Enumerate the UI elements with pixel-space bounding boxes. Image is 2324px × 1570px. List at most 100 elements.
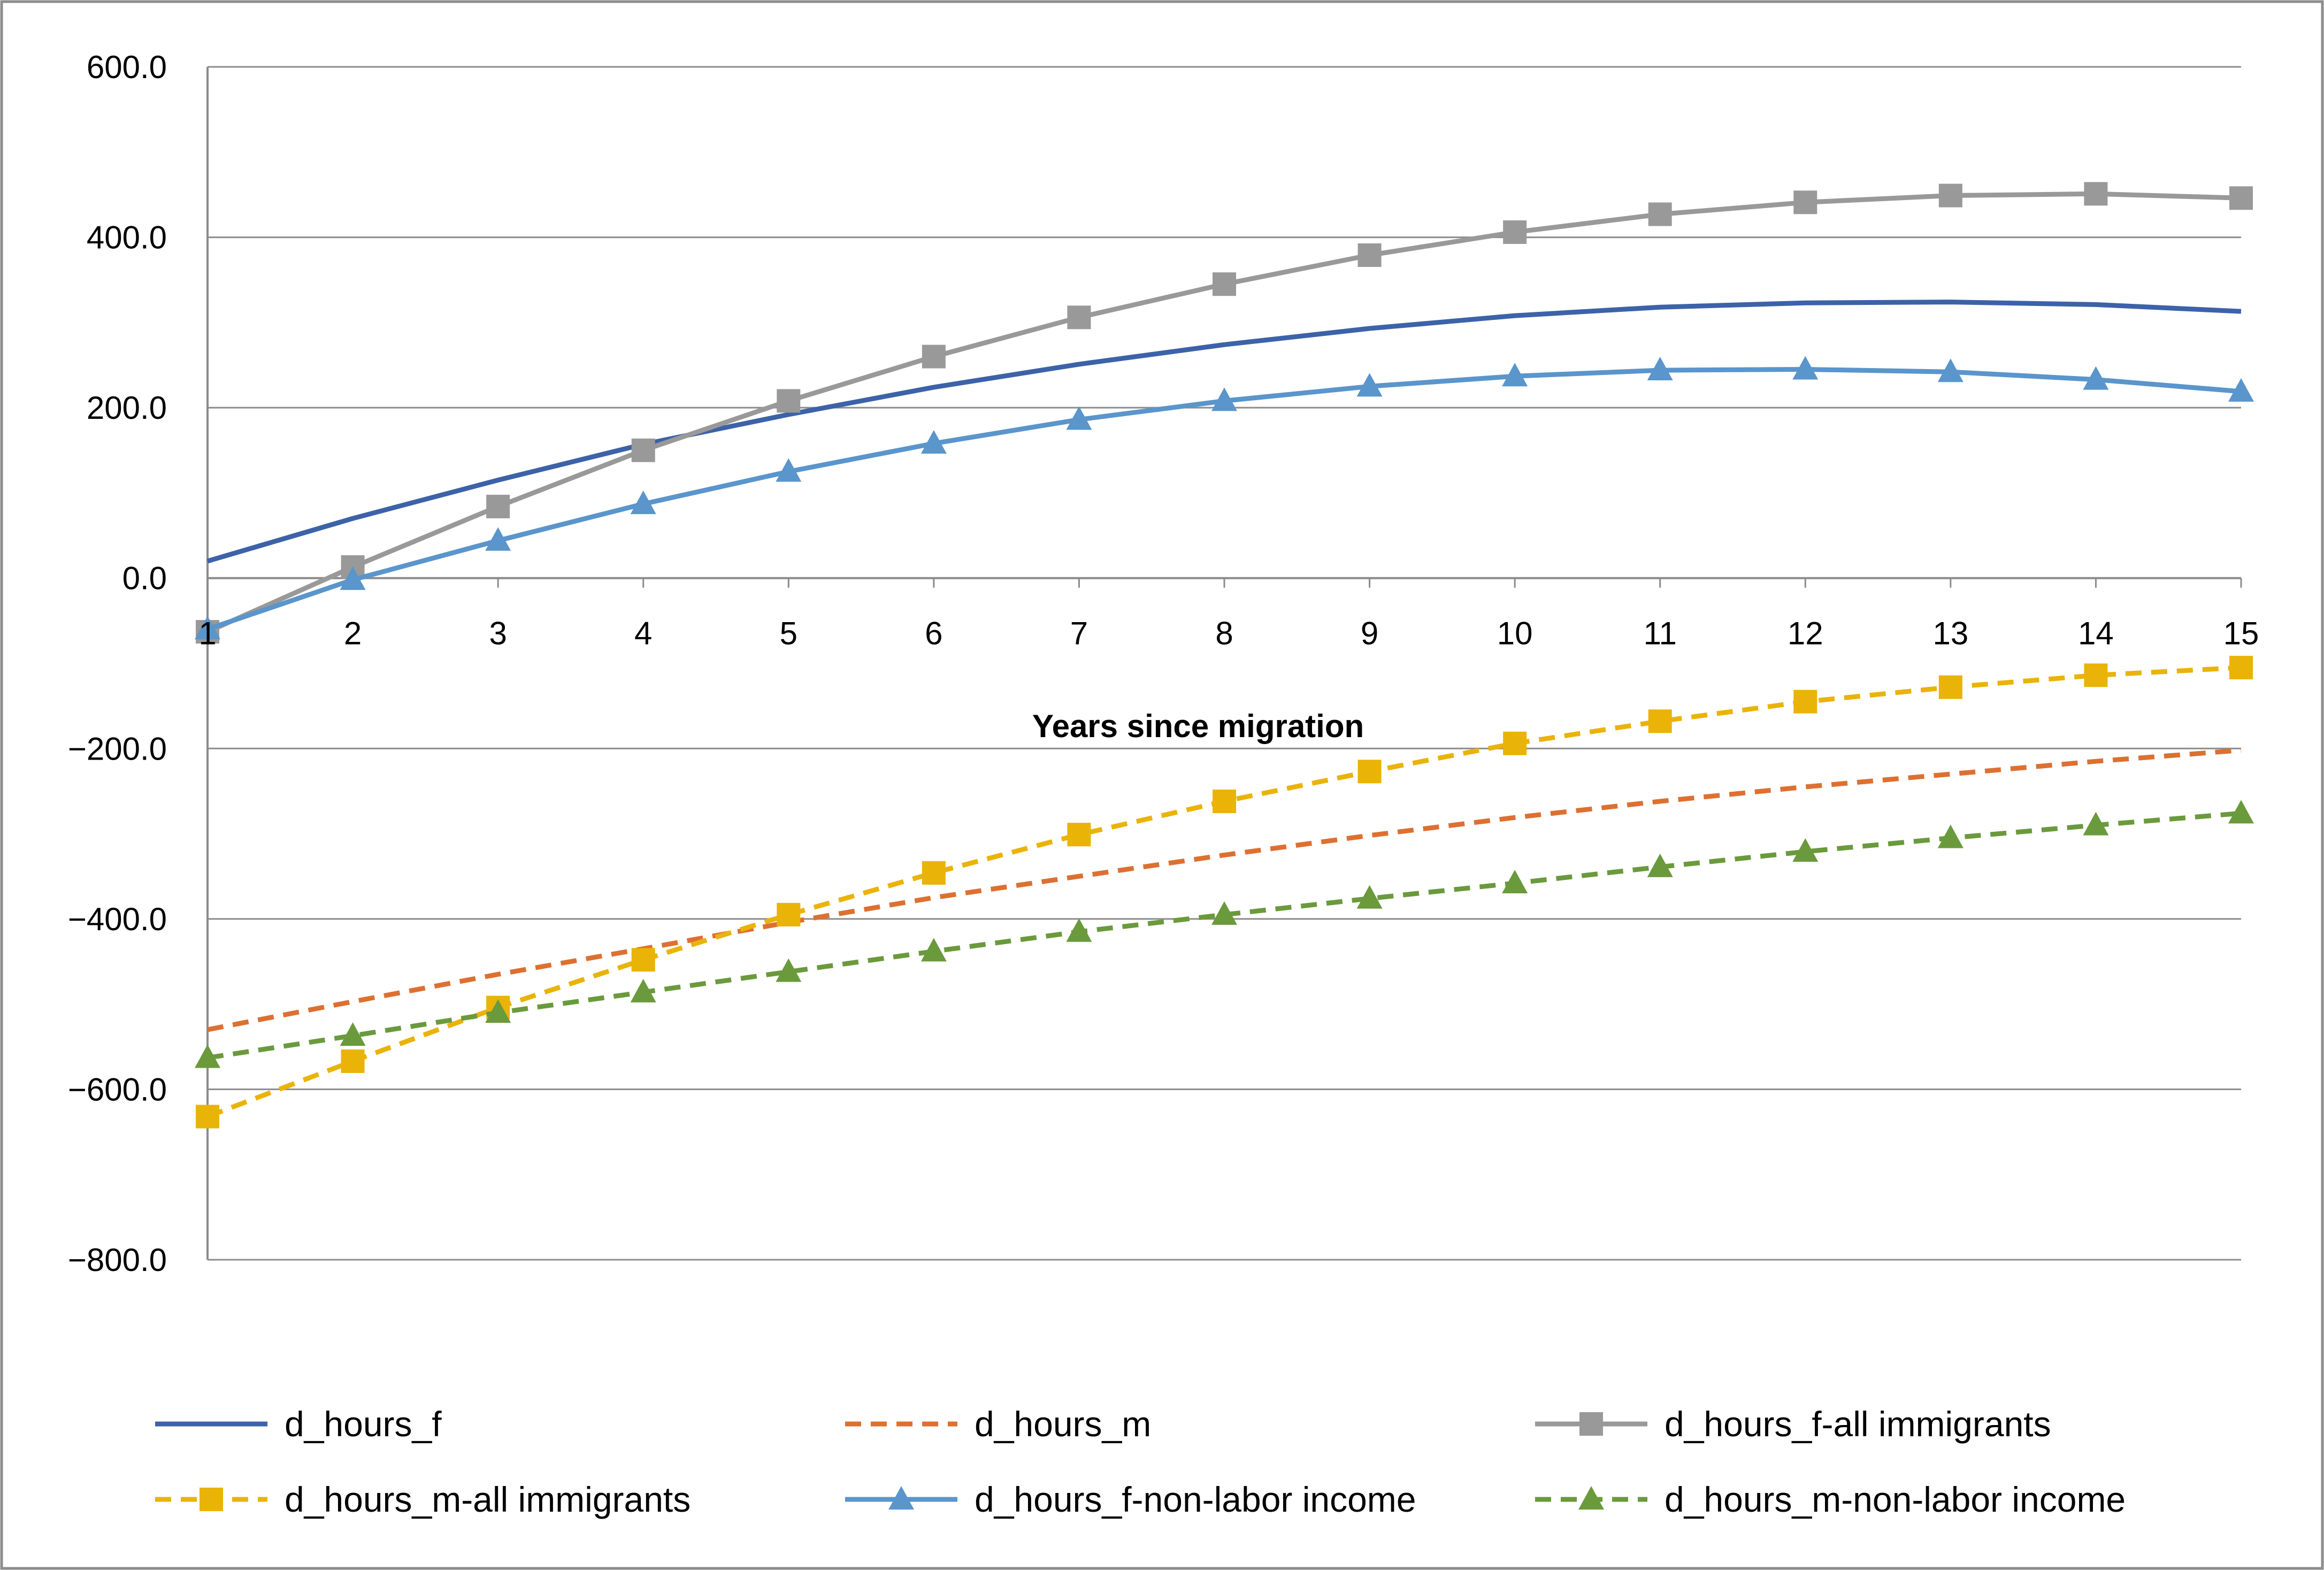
data-point — [630, 491, 656, 515]
legend-item: d_hours_f-non-labor income — [845, 1480, 1416, 1519]
x-tick-label: 12 — [1788, 616, 1823, 652]
data-point — [1792, 838, 1819, 862]
data-point — [631, 438, 655, 462]
data-point — [486, 494, 510, 518]
x-tick-label: 1 — [198, 616, 216, 652]
series-2 — [207, 748, 2242, 1032]
data-point — [921, 430, 947, 454]
data-point — [922, 344, 946, 369]
legend-marker — [888, 1486, 914, 1510]
data-point — [631, 948, 655, 972]
legend-label: d_hours_f-non-labor income — [975, 1480, 1416, 1519]
data-point — [1213, 272, 1236, 296]
y-tick-label: −200.0 — [68, 731, 167, 767]
data-point — [1503, 220, 1527, 244]
data-point — [1793, 690, 1817, 714]
data-point — [2083, 366, 2109, 390]
data-point — [340, 1022, 366, 1046]
x-tick-label: 4 — [634, 616, 652, 652]
series-4 — [196, 655, 2253, 1129]
data-point — [1938, 183, 1962, 208]
data-point — [1647, 853, 1673, 877]
y-tick-label: 600.0 — [87, 49, 167, 85]
x-tick-label: 6 — [925, 616, 942, 652]
series-line — [207, 748, 2242, 1032]
data-point — [777, 902, 801, 926]
data-point — [485, 527, 511, 551]
legend-label: d_hours_m — [975, 1404, 1151, 1444]
data-point — [1213, 790, 1236, 814]
data-point — [341, 1049, 365, 1073]
data-point — [776, 458, 802, 482]
x-tick-label: 10 — [1497, 616, 1533, 652]
data-point — [485, 999, 511, 1023]
legend-marker — [1579, 1412, 1603, 1436]
y-tick-label: 400.0 — [87, 220, 167, 256]
legend-item: d_hours_f — [155, 1404, 442, 1444]
y-tick-label: 0.0 — [122, 561, 167, 596]
data-point — [1357, 760, 1382, 784]
data-point — [1648, 709, 1672, 733]
legend-label: d_hours_f-all immigrants — [1665, 1404, 2051, 1444]
data-point — [2084, 663, 2108, 687]
data-point — [921, 938, 947, 962]
data-point — [1067, 305, 1091, 330]
data-point — [1647, 357, 1673, 381]
y-tick-label: −600.0 — [68, 1071, 167, 1107]
data-point — [1356, 885, 1383, 909]
x-tick-label: 11 — [1644, 616, 1677, 652]
tick-labels: 600.0 400.0 200.0 0.0 −200.0 −400.0 −600.0 −800… — [68, 49, 2259, 1278]
data-point — [1792, 356, 1819, 380]
data-point — [1937, 824, 1963, 848]
data-point — [776, 958, 802, 982]
series-1 — [206, 300, 2242, 564]
series-group — [195, 182, 2254, 1129]
data-point — [1066, 918, 1092, 942]
x-tick-label: 9 — [1361, 616, 1378, 652]
data-point — [1211, 387, 1237, 411]
data-point — [1503, 731, 1527, 755]
data-point — [1211, 901, 1237, 925]
y-tick-label: 200.0 — [87, 390, 167, 426]
data-point — [2084, 182, 2108, 206]
x-tick-label: 8 — [1215, 616, 1233, 652]
data-point — [195, 616, 220, 640]
data-point — [2228, 800, 2254, 824]
y-tick-label: −800.0 — [68, 1242, 167, 1278]
data-point — [196, 1105, 219, 1129]
series-3 — [196, 182, 2253, 644]
data-point — [2083, 811, 2109, 836]
data-point — [1067, 823, 1091, 847]
data-point — [2229, 186, 2253, 210]
legend-label: d_hours_f — [285, 1404, 442, 1444]
x-tick-label: 13 — [1932, 616, 1968, 652]
data-point — [1357, 243, 1382, 267]
series-line — [207, 810, 2242, 1060]
data-point — [1648, 202, 1672, 226]
data-point — [1937, 358, 1963, 382]
data-point — [1502, 869, 1528, 893]
x-tick-label: 7 — [1070, 616, 1088, 652]
data-point — [777, 389, 801, 413]
data-point — [1356, 373, 1383, 397]
legend-marker — [200, 1488, 223, 1511]
legend-item: d_hours_f-all immigrants — [1535, 1404, 2051, 1444]
data-point — [340, 566, 366, 590]
legend-item: d_hours_m-non-labor income — [1535, 1480, 2126, 1519]
legend-label: d_hours_m-non-labor income — [1665, 1480, 2126, 1519]
legend-item: d_hours_m-all immigrants — [155, 1480, 691, 1519]
data-point — [1793, 190, 1817, 215]
legend: d_hours_f d_hours_m d_hours_f-all immigran… — [155, 1404, 2126, 1519]
series-5 — [195, 356, 2254, 640]
data-point — [1938, 675, 1962, 699]
data-point — [1066, 406, 1092, 430]
data-point — [2229, 655, 2253, 679]
x-axis-title: Years since migration — [1032, 708, 1364, 744]
legend-item: d_hours_m — [845, 1404, 1151, 1444]
legend-marker — [1578, 1486, 1604, 1510]
x-tick-label: 3 — [489, 616, 507, 652]
data-point — [1502, 363, 1528, 387]
